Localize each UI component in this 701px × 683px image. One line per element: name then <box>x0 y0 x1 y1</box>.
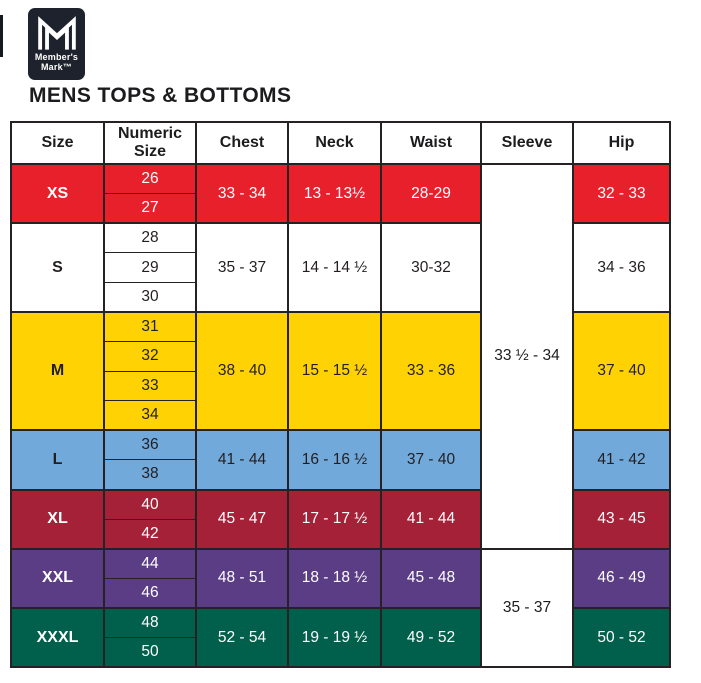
chest-cell: 48 - 51 <box>195 547 289 609</box>
left-edge-artifact <box>0 15 3 57</box>
neck-cell: 14 - 14 ½ <box>287 222 382 313</box>
table-row: S 28 35 - 37 14 - 14 ½ 30-32 34 - 36 <box>10 222 671 313</box>
neck-cell: 18 - 18 ½ <box>287 547 382 609</box>
numeric-size-cell: 31 <box>103 310 197 343</box>
neck-cell: 15 - 15 ½ <box>287 310 382 432</box>
hip-cell: 37 - 40 <box>572 310 671 432</box>
table-row: XL 40 45 - 47 17 - 17 ½ 41 - 44 43 - 45 <box>10 488 671 550</box>
size-cell-m: M <box>10 310 105 432</box>
members-mark-m-icon <box>37 16 76 50</box>
waist-cell: 37 - 40 <box>380 429 482 491</box>
chest-cell: 35 - 37 <box>195 222 289 313</box>
table-row: L 36 41 - 44 16 - 16 ½ 37 - 40 41 - 42 <box>10 429 671 491</box>
waist-cell: 45 - 48 <box>380 547 482 609</box>
hip-cell: 34 - 36 <box>572 222 671 313</box>
chest-cell: 52 - 54 <box>195 606 289 669</box>
neck-cell: 19 - 19 ½ <box>287 606 382 669</box>
chest-cell: 33 - 34 <box>195 162 289 225</box>
brand-name-line1: Member's <box>34 52 79 62</box>
members-mark-logo: Member's Mark™ <box>28 8 85 80</box>
column-header-hip: Hip <box>572 121 671 165</box>
table-row: 50 <box>11 637 670 669</box>
column-header-numeric-size: Numeric Size <box>103 121 197 165</box>
table-row: XXXL 48 52 - 54 19 - 19 ½ 49 - 52 50 - 52 <box>10 606 671 669</box>
hip-cell: 32 - 33 <box>572 162 671 225</box>
table-row: 34 <box>11 400 670 432</box>
table-row: XXL 44 48 - 51 18 - 18 ½ 45 - 48 35 - 37 46 - … <box>10 547 671 669</box>
neck-cell: 13 - 13½ <box>287 162 382 225</box>
column-header-sleeve: Sleeve <box>480 121 574 165</box>
numeric-size-cell: 30 <box>103 281 197 313</box>
numeric-size-cell: 34 <box>103 400 197 432</box>
numeric-size-cell: 27 <box>103 193 197 225</box>
table-row: 42 <box>11 518 670 550</box>
numeric-size-cell: 32 <box>103 341 197 372</box>
numeric-size-cell: 50 <box>103 637 197 669</box>
table-row: 27 <box>11 193 670 225</box>
table-row: 29 <box>11 252 670 283</box>
chest-cell: 41 - 44 <box>195 429 289 491</box>
column-header-neck: Neck <box>287 121 382 165</box>
chest-cell: 38 - 40 <box>195 310 289 432</box>
waist-cell: 41 - 44 <box>380 488 482 550</box>
numeric-size-cell: 38 <box>103 459 197 491</box>
neck-cell: 16 - 16 ½ <box>287 429 382 491</box>
numeric-size-cell: 29 <box>103 252 197 283</box>
waist-cell: 49 - 52 <box>380 606 482 669</box>
table-row: 32 <box>11 341 670 372</box>
hip-cell: 50 - 52 <box>572 606 671 669</box>
size-cell-xl: XL <box>10 488 105 550</box>
numeric-size-cell: 36 <box>103 429 197 461</box>
table-body: XS 26 33 - 34 13 - 13½ 28-29 33 ½ - 34 32 - 33… <box>10 162 671 669</box>
sleeve-cell: 35 - 37 <box>480 547 574 669</box>
waist-cell: 30-32 <box>380 222 482 313</box>
waist-cell: 28-29 <box>380 162 482 225</box>
numeric-size-cell: 46 <box>103 577 197 609</box>
column-header-waist: Waist <box>380 121 482 165</box>
numeric-size-cell: 28 <box>103 222 197 254</box>
size-cell-xxxl: XXXL <box>10 606 105 669</box>
numeric-size-cell: 33 <box>103 370 197 402</box>
size-cell-l: L <box>10 429 105 491</box>
brand-name-line2: Mark™ <box>40 62 72 72</box>
sleeve-cell: 33 ½ - 34 <box>480 163 574 550</box>
table-row: 38 <box>11 459 670 491</box>
chest-cell: 45 - 47 <box>195 488 289 550</box>
size-chart-table: Size Numeric Size Chest Neck Waist Sleeve Hip … <box>10 121 671 669</box>
size-cell-xs: XS <box>10 162 105 225</box>
column-header-size: Size <box>10 121 105 165</box>
table-row: 30 <box>11 281 670 313</box>
column-header-chest: Chest <box>195 121 289 165</box>
numeric-size-cell: 44 <box>103 547 197 579</box>
table-row: 33 <box>11 370 670 402</box>
numeric-size-cell: 48 <box>103 606 197 638</box>
neck-cell: 17 - 17 ½ <box>287 488 382 550</box>
hip-cell: 43 - 45 <box>572 488 671 550</box>
hip-cell: 41 - 42 <box>572 429 671 491</box>
hip-cell: 46 - 49 <box>572 547 671 609</box>
table-row: XS 26 33 - 34 13 - 13½ 28-29 33 ½ - 34 32 - 33 <box>10 162 671 550</box>
table-row: 46 <box>11 577 670 609</box>
size-cell-xxl: XXL <box>10 547 105 609</box>
numeric-size-cell: 42 <box>103 518 197 550</box>
numeric-size-cell: 26 <box>103 163 197 195</box>
size-cell-s: S <box>10 222 105 313</box>
page-title: MENS TOPS & BOTTOMS <box>29 84 292 107</box>
table-row: M 31 38 - 40 15 - 15 ½ 33 - 36 37 - 40 <box>10 310 671 432</box>
numeric-size-cell: 40 <box>103 488 197 520</box>
waist-cell: 33 - 36 <box>380 310 482 432</box>
table-header-row: Size Numeric Size Chest Neck Waist Sleeve Hip <box>10 121 671 165</box>
